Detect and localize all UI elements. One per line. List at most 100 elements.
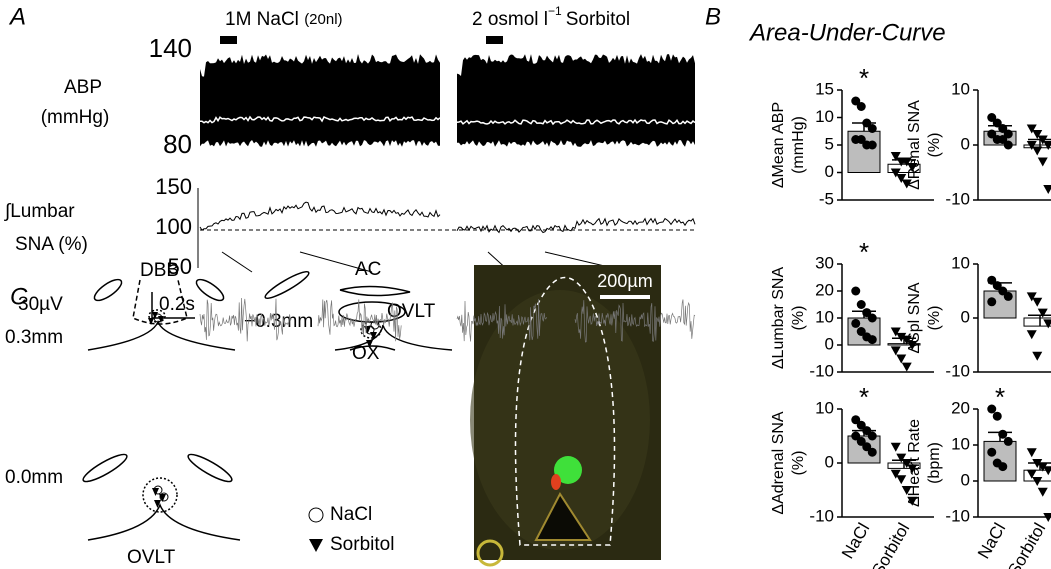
data-point xyxy=(862,118,872,128)
lumbar-trace xyxy=(456,217,696,234)
y-axis-label: (bpm) xyxy=(926,442,943,484)
stimulus-volume: (20nl) xyxy=(304,11,342,28)
error-bar xyxy=(1028,314,1051,327)
x-tick-label: Sorbitol xyxy=(1004,520,1049,569)
data-point xyxy=(867,431,877,441)
data-point xyxy=(856,135,866,144)
y-axis-label: (%) xyxy=(790,306,807,331)
data-point xyxy=(856,420,866,430)
data-point xyxy=(867,313,877,323)
data-point xyxy=(901,459,912,468)
panel-title: Area-Under-Curve xyxy=(748,19,946,46)
data-point xyxy=(1026,330,1037,340)
data-point xyxy=(867,124,877,133)
brain-outlines xyxy=(82,271,453,541)
axis-label: ABP xyxy=(64,77,102,98)
y-tick-label: -5 xyxy=(819,189,834,208)
data-point xyxy=(1037,487,1048,497)
data-point xyxy=(1037,135,1048,145)
scale-label: 30µV xyxy=(18,294,63,315)
data-point xyxy=(907,341,918,350)
data-point xyxy=(1043,466,1051,476)
level-label: 0.0mm xyxy=(5,467,63,488)
exponent: −1 xyxy=(548,4,562,18)
data-point xyxy=(1037,308,1048,318)
injection-sites xyxy=(148,312,377,508)
raw-nerve-trace xyxy=(199,297,292,342)
data-point xyxy=(992,411,1002,421)
significance-marker: * xyxy=(859,382,869,412)
data-point xyxy=(1032,477,1043,486)
y-tick-label: 15 xyxy=(815,79,834,98)
data-point xyxy=(998,135,1008,144)
data-point xyxy=(851,286,861,296)
y-tick-label: 50 xyxy=(168,254,192,279)
data-point xyxy=(862,308,872,318)
data-point xyxy=(1032,459,1043,468)
mean-abp-trace xyxy=(199,115,441,124)
lumbar-trace xyxy=(199,201,441,231)
data-point xyxy=(901,335,912,345)
y-tick-label: -10 xyxy=(945,506,970,525)
y-tick-label: 0 xyxy=(961,307,970,326)
stimulus: Sorbitol xyxy=(566,9,630,30)
data-point xyxy=(1032,351,1043,361)
y-tick-label: 10 xyxy=(951,79,970,98)
y-tick-label: 0 xyxy=(825,334,834,353)
data-point xyxy=(987,129,997,139)
data-point xyxy=(901,157,912,167)
panel-label: C xyxy=(10,283,28,310)
y-tick-label: 140 xyxy=(149,33,192,63)
y-axis-label: ΔRenal SNA xyxy=(906,100,923,190)
data-point xyxy=(862,442,872,452)
y-tick-label: 10 xyxy=(951,253,970,272)
y-axis-label: (%) xyxy=(926,133,943,158)
y-tick-label: 150 xyxy=(155,174,192,199)
data-point xyxy=(992,118,1002,128)
data-point xyxy=(907,163,918,172)
raw-nerve-trace xyxy=(574,299,696,343)
data-point xyxy=(1003,291,1013,301)
significance-marker: * xyxy=(859,63,869,93)
y-tick-label: 10 xyxy=(815,398,834,417)
data-point xyxy=(890,327,901,337)
data-point xyxy=(851,415,861,425)
stimulus-label: 2 osmol l−1 Sorbitol xyxy=(472,4,630,30)
legend-marker xyxy=(308,507,324,523)
data-point xyxy=(851,431,861,441)
data-point xyxy=(987,275,997,285)
axis-label: SNA (%) xyxy=(15,234,88,255)
region-label: AC xyxy=(355,259,381,280)
data-point xyxy=(1026,448,1037,458)
data-point xyxy=(851,318,861,328)
data-point xyxy=(987,447,997,457)
axis-label: (mmHg) xyxy=(41,107,110,128)
mean-abp-trace xyxy=(456,118,696,126)
data-point xyxy=(998,286,1008,296)
data-point xyxy=(1043,185,1051,194)
data-point xyxy=(1003,436,1013,446)
data-point xyxy=(867,335,877,345)
x-tick-label: Sorbitol xyxy=(868,520,913,569)
y-tick-label: 10 xyxy=(951,434,970,453)
data-point xyxy=(901,362,912,372)
data-point xyxy=(1032,130,1043,139)
y-tick-label: 10 xyxy=(815,107,834,126)
raw-nerve-trace xyxy=(317,299,402,342)
raw-nerve-trace xyxy=(456,299,547,342)
data-point xyxy=(987,297,997,307)
y-axis-label: ΔLumbar SNA xyxy=(770,267,787,370)
data-point xyxy=(896,354,907,364)
data-point xyxy=(1026,469,1037,479)
micrograph: 200µm xyxy=(470,265,661,567)
axis-label: ∫Lumbar xyxy=(4,201,75,222)
data-point xyxy=(907,464,918,474)
data-point xyxy=(1032,146,1043,156)
legend-label: NaCl xyxy=(330,504,372,525)
data-point xyxy=(1043,141,1051,150)
region-label: OX xyxy=(352,343,380,364)
y-axis-label: ΔAdrenal SNA xyxy=(770,411,787,515)
level-label: 0.3mm xyxy=(5,327,63,348)
data-point xyxy=(901,486,912,495)
